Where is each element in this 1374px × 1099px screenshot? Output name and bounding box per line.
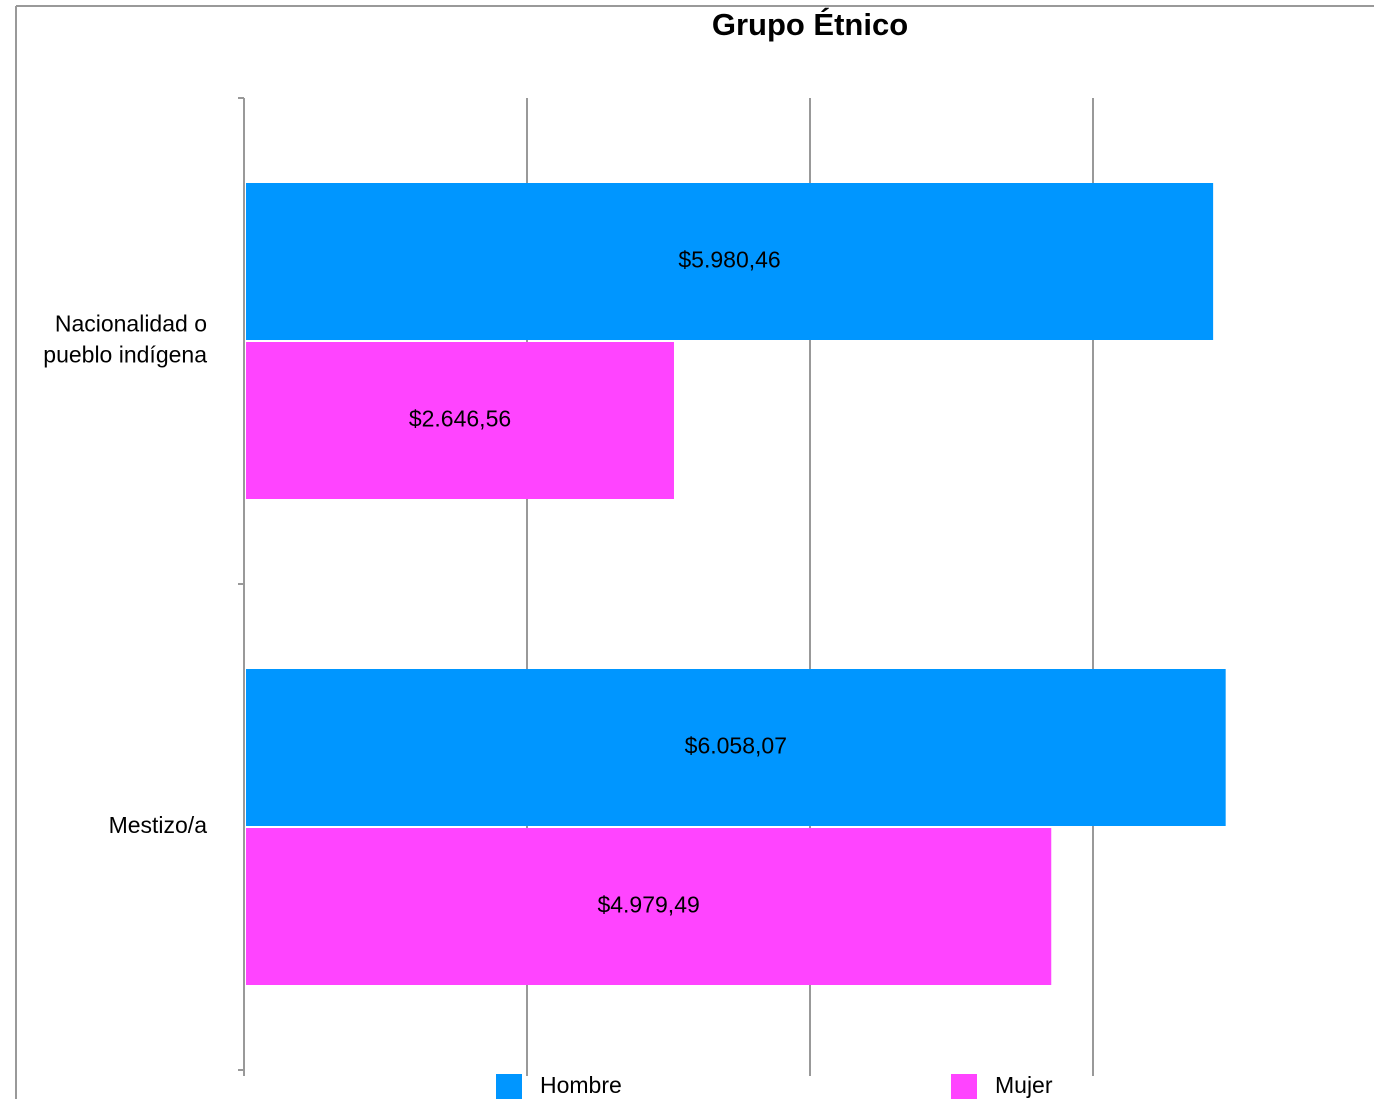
bar xyxy=(246,183,1214,340)
y-tick-label-line: Nacionalidad o xyxy=(55,311,207,337)
legend-label: Mujer xyxy=(995,1072,1053,1098)
legend-swatch xyxy=(496,1074,522,1099)
bar xyxy=(246,828,1052,985)
legend-label: Hombre xyxy=(540,1072,622,1098)
y-tick-label: Nacionalidad o pueblo indígena xyxy=(43,311,207,368)
bar-label: $2.646,56 xyxy=(409,406,511,432)
bar-label: $4.979,49 xyxy=(597,892,699,918)
bar xyxy=(246,669,1226,826)
y-tick-label-line: pueblo indígena xyxy=(43,342,207,368)
bar xyxy=(246,342,674,499)
y-tick-label: Mestizo/a xyxy=(109,812,208,838)
bar-label: $5.980,46 xyxy=(678,247,780,273)
bar-label: $6.058,07 xyxy=(685,733,787,759)
legend-swatch xyxy=(951,1074,977,1099)
chart-title: Grupo Étnico xyxy=(712,7,908,42)
